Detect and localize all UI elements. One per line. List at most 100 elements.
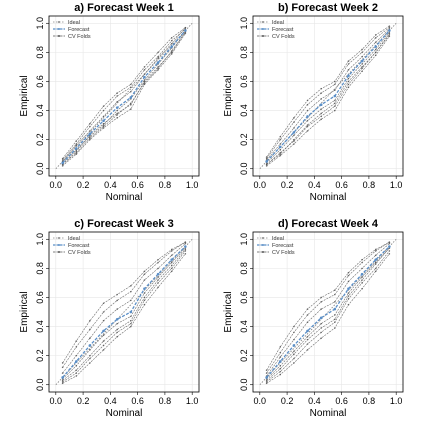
cv-fold-point: [143, 79, 146, 81]
cv-fold-point: [265, 165, 268, 167]
cv-fold-point: [279, 135, 282, 138]
y-tick-label: 0.2: [35, 349, 45, 362]
series-cv-fold-line-5: [266, 31, 390, 164]
cv-fold-point: [279, 346, 282, 348]
cv-fold-point: [157, 267, 159, 270]
cv-fold-point: [116, 328, 118, 331]
legend-label: Ideal: [68, 236, 80, 242]
cv-fold-point: [320, 331, 322, 334]
y-axis-label: Empirical: [19, 75, 30, 116]
cv-fold-point: [334, 109, 336, 112]
cv-fold-point: [306, 119, 309, 122]
cv-fold-point: [170, 50, 173, 52]
x-tick-label: 0.8: [363, 396, 376, 406]
cv-fold-point: [143, 73, 146, 75]
cv-fold-point: [374, 261, 377, 264]
forecast-point: [347, 74, 350, 77]
cv-fold-point: [157, 55, 159, 58]
cv-fold-point: [361, 267, 363, 270]
cv-fold-point: [279, 356, 282, 358]
cv-fold-point: [279, 138, 282, 141]
x-tick-label: 0.6: [335, 180, 348, 190]
y-tick-label: 1.0: [35, 17, 45, 30]
series-cv-fold-line-7: [266, 247, 390, 381]
legend-label: Forecast: [68, 27, 90, 33]
legend-marker: [58, 244, 60, 246]
cv-fold-point: [170, 37, 173, 39]
cv-fold-point: [116, 114, 118, 116]
cv-fold-point: [347, 271, 350, 274]
x-tick-label: 0.8: [159, 396, 172, 406]
series-forecast-line: [266, 30, 390, 162]
cv-fold-point: [130, 108, 132, 110]
x-tick-label: 0.0: [50, 396, 63, 406]
cv-fold-point: [170, 248, 173, 251]
cv-fold-point: [320, 322, 322, 325]
cv-fold-point: [306, 321, 309, 323]
forecast-point: [74, 147, 78, 150]
cv-fold-point: [347, 274, 350, 277]
forecast-point: [170, 45, 174, 48]
cv-fold-point: [347, 280, 350, 283]
cv-fold-point: [102, 127, 105, 129]
legend-label: Ideal: [272, 20, 284, 26]
x-axis-label: Nominal: [310, 408, 347, 419]
cv-fold-point: [374, 48, 377, 51]
forecast-point: [292, 344, 296, 347]
cv-fold-point: [61, 372, 64, 374]
cv-fold-point: [306, 125, 309, 128]
cv-fold-point: [388, 241, 391, 243]
y-tick-label: 1.0: [239, 233, 249, 246]
x-tick-label: 0.0: [254, 396, 267, 406]
cv-fold-point: [75, 144, 78, 147]
forecast-point: [156, 272, 160, 276]
cv-fold-point: [157, 57, 159, 59]
cv-fold-point: [320, 301, 322, 303]
cv-fold-point: [361, 70, 363, 73]
cv-fold-point: [388, 35, 391, 38]
x-tick-label: 0.0: [50, 180, 63, 190]
cv-fold-point: [143, 273, 146, 275]
cv-fold-point: [116, 101, 118, 103]
cv-fold-point: [306, 308, 309, 310]
cv-fold-point: [116, 308, 118, 310]
y-tick-label: 0.8: [35, 46, 45, 59]
cv-fold-point: [116, 322, 118, 325]
cv-fold-point: [347, 77, 350, 80]
cv-fold-point: [388, 32, 391, 35]
cv-fold-point: [102, 109, 105, 112]
cv-fold-point: [306, 349, 309, 351]
cv-fold-point: [102, 349, 105, 351]
cv-fold-point: [130, 102, 132, 105]
cv-fold-point: [361, 55, 363, 58]
cv-fold-point: [143, 69, 146, 71]
y-axis-label: Empirical: [19, 291, 30, 332]
cv-fold-point: [143, 299, 146, 302]
cv-fold-point: [89, 122, 91, 125]
cv-fold-point: [293, 362, 295, 364]
x-tick-label: 0.2: [77, 396, 90, 406]
cv-fold-point: [320, 118, 322, 121]
cv-fold-point: [361, 261, 363, 264]
legend-marker: [58, 35, 60, 37]
cv-fold-point: [89, 138, 91, 141]
cv-fold-point: [61, 381, 64, 383]
cv-fold-point: [130, 322, 132, 325]
series-cv-fold-line-2: [62, 28, 186, 161]
cv-fold-point: [374, 37, 377, 39]
cv-fold-point: [75, 150, 78, 153]
cv-fold-point: [130, 290, 132, 293]
cv-fold-point: [265, 156, 268, 158]
cv-fold-point: [265, 372, 268, 374]
cv-fold-point: [184, 241, 187, 243]
cv-fold-point: [89, 137, 91, 139]
cv-fold-point: [75, 346, 78, 348]
cv-fold-point: [130, 285, 132, 287]
cv-fold-point: [102, 344, 105, 347]
series-cv-fold-line-4: [62, 27, 186, 162]
chart-panel-2: b) Forecast Week 2 0.0 0.2 0.4 0.6 0.8 1.0 0.0 0…: [223, 2, 404, 203]
y-tick-label: 1.0: [239, 17, 249, 30]
cv-fold-point: [374, 250, 377, 252]
cv-fold-point: [306, 343, 309, 345]
